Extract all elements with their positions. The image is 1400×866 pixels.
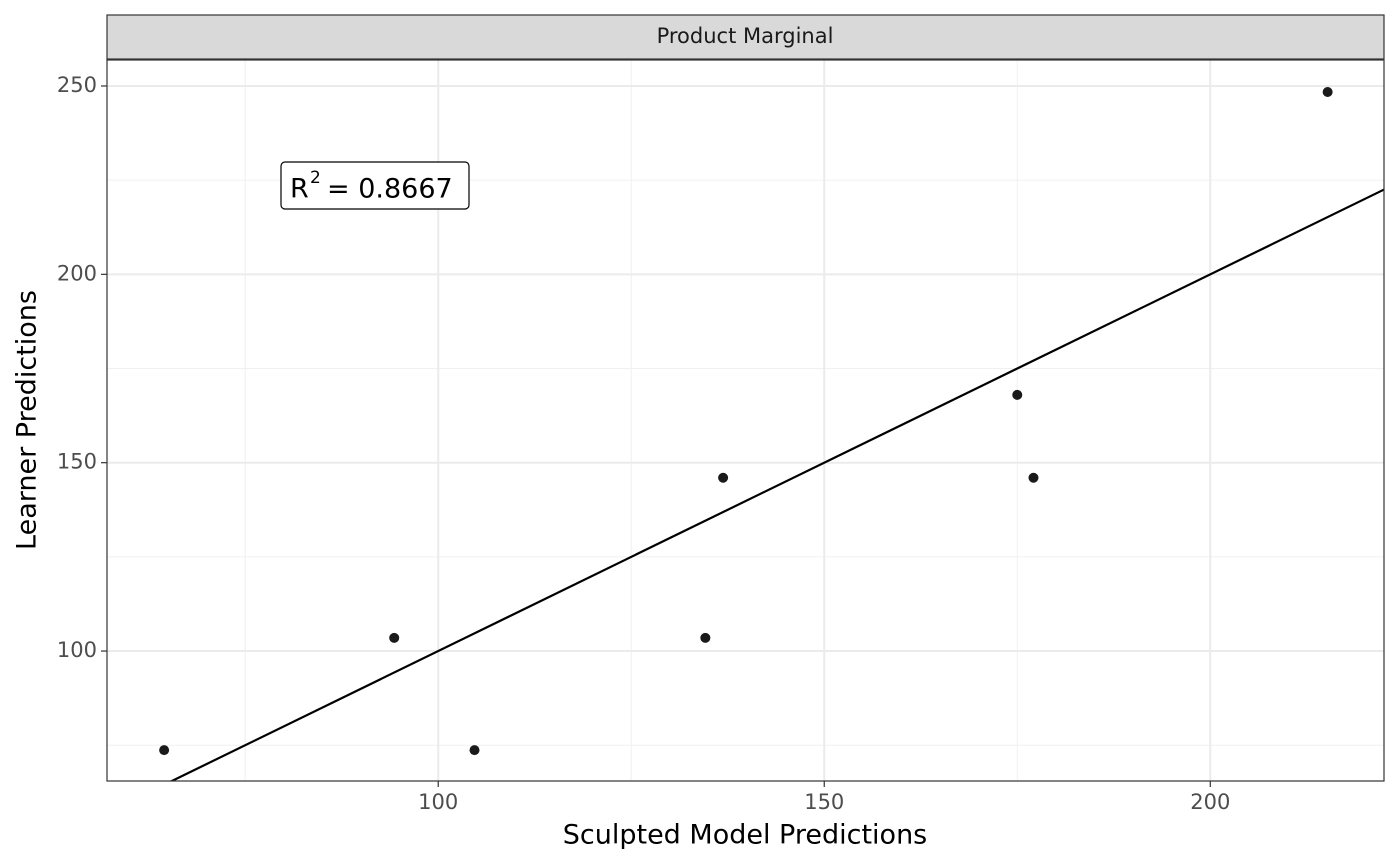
annotation-box (280, 161, 470, 210)
point (1028, 472, 1039, 483)
y-tick-label: 150 (57, 450, 97, 474)
point (1322, 87, 1333, 98)
y-tick-label: 250 (57, 73, 97, 97)
x-tick-label: 150 (804, 790, 844, 814)
x-tick-label: 100 (418, 790, 458, 814)
point (469, 745, 480, 756)
annotation: R 2 = 0.8667 (280, 161, 470, 210)
annotation-text: = 0.8667 (327, 174, 453, 205)
strip-label: Product Marginal (657, 24, 834, 48)
point (389, 632, 400, 643)
point (1012, 389, 1023, 400)
marks (159, 87, 1384, 781)
point (159, 745, 170, 756)
point (718, 472, 729, 483)
x-axis-label: Sculpted Model Predictions (563, 820, 928, 851)
y-tick-label: 100 (57, 638, 97, 662)
y-tick-label: 200 (57, 261, 97, 285)
annotation-base: R (290, 174, 309, 205)
y-axis-label: Learner Predictions (12, 290, 43, 550)
annotation-superscript: 2 (310, 168, 321, 188)
panel-border (106, 59, 1385, 782)
point (700, 632, 711, 643)
reference-line (169, 188, 1384, 781)
x-tick-label: 200 (1190, 790, 1230, 814)
strip (106, 14, 1385, 60)
